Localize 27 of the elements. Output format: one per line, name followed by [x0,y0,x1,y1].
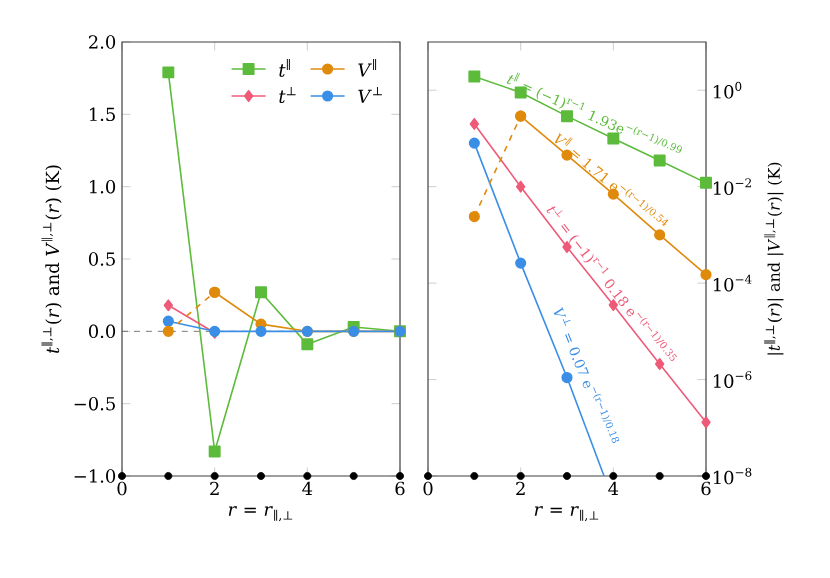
legend-label: V$^{⊥}$ [358,86,382,103]
x-tick-label: 0 [423,481,433,496]
x-tick-label: 0 [117,481,127,496]
y-tick-label: 10$^{−2}$ [713,178,751,196]
y-tick-label: 10$^{−6}$ [713,371,752,388]
y-tick-label: 0.0 [88,324,116,339]
y-tick-label: 0.5 [88,252,115,266]
x-axis-title: r = r$_{∥,⊥}$ [534,506,599,522]
x-axis-title: r = r$_{∥,⊥}$ [228,506,293,522]
legend-label: V$^{∥}$ [358,59,377,77]
x-tick-label: 4 [302,481,313,496]
x-tick-label: 6 [395,481,405,496]
x-tick-label: 2 [516,481,525,496]
y-tick-label: −0.5 [74,396,115,411]
y-tick-label: 1.5 [89,107,115,122]
legend-label: t$^{∥}$ [279,59,290,77]
y-tick-label: 10$^{−8}$ [713,467,752,485]
y-tick-label: −1.0 [74,469,116,483]
legend-label: t$^{⊥}$ [279,86,296,104]
y-tick-label: 10$^{−4}$ [713,274,752,292]
x-tick-label: 6 [701,481,711,496]
y-tick-label: 10$^{0}$ [713,81,742,99]
x-tick-label: 4 [608,481,619,496]
y-tick-label: 2.0 [88,35,116,49]
text: t$^{∥,⊥}$(r) and V$^{∥,⊥}$(r) (K) [41,165,62,353]
y-tick-label: 1.0 [89,179,116,194]
x-tick-label: 2 [210,481,219,496]
